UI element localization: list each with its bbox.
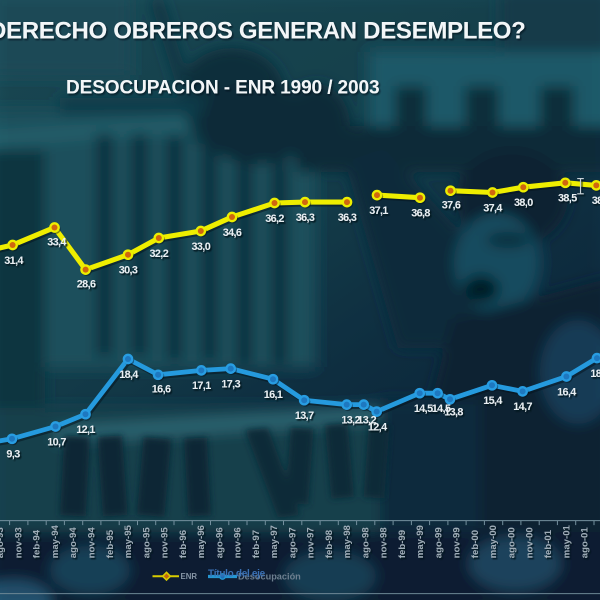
svg-text:13,7: 13,7 bbox=[295, 410, 314, 422]
svg-text:nov-96: nov-96 bbox=[233, 527, 244, 558]
svg-text:feb-94: feb-94 bbox=[32, 529, 43, 558]
svg-text:38,: 38, bbox=[592, 195, 600, 207]
svg-text:may-94: may-94 bbox=[50, 524, 61, 558]
svg-text:32,2: 32,2 bbox=[149, 248, 168, 260]
svg-text:Desocupación: Desocupación bbox=[238, 572, 301, 582]
svg-text:13,8: 13,8 bbox=[444, 407, 463, 419]
svg-text:Título del eje: Título del eje bbox=[208, 568, 266, 579]
svg-text:feb-00: feb-00 bbox=[470, 530, 481, 558]
svg-text:may-96: may-96 bbox=[196, 525, 207, 558]
svg-text:38,5: 38,5 bbox=[558, 193, 577, 205]
svg-text:ago-00: ago-00 bbox=[507, 527, 518, 558]
svg-text:feb-01: feb-01 bbox=[543, 529, 554, 558]
svg-text:ago-99: ago-99 bbox=[433, 527, 444, 558]
svg-text:31,4: 31,4 bbox=[4, 255, 23, 267]
svg-text:may-00: may-00 bbox=[488, 525, 499, 558]
svg-text:may-01: may-01 bbox=[561, 524, 572, 558]
svg-text:28,6: 28,6 bbox=[77, 278, 96, 290]
svg-text:12,4: 12,4 bbox=[368, 421, 387, 433]
svg-text:17,3: 17,3 bbox=[221, 378, 240, 390]
svg-text:30,3: 30,3 bbox=[119, 265, 138, 277]
svg-text:17,1: 17,1 bbox=[192, 380, 211, 392]
svg-text:nov-97: nov-97 bbox=[306, 527, 317, 558]
svg-text:may-97: may-97 bbox=[269, 525, 280, 558]
svg-text:18,: 18, bbox=[590, 368, 600, 380]
svg-text:nov-98: nov-98 bbox=[379, 527, 390, 559]
svg-text:33,4: 33,4 bbox=[47, 236, 66, 248]
svg-text:feb-95: feb-95 bbox=[105, 529, 116, 558]
svg-text:36,2: 36,2 bbox=[265, 213, 284, 225]
svg-text:nov-99: nov-99 bbox=[452, 527, 463, 558]
svg-text:9,3: 9,3 bbox=[6, 449, 20, 461]
svg-text:ago-97: ago-97 bbox=[287, 527, 298, 558]
svg-text:36,8: 36,8 bbox=[411, 208, 430, 220]
svg-text:14,5: 14,5 bbox=[432, 403, 451, 415]
svg-text:nov-94: nov-94 bbox=[87, 527, 98, 559]
svg-text:DESOCUPACION - ENR 1990 / 2003: DESOCUPACION - ENR 1990 / 2003 bbox=[66, 78, 379, 99]
svg-text:ago-93: ago-93 bbox=[0, 527, 6, 558]
svg-text:37,1: 37,1 bbox=[369, 205, 388, 217]
svg-text:DERECHO OBREROS GENERAN DESEMP: DERECHO OBREROS GENERAN DESEMPLEO? bbox=[0, 18, 526, 45]
svg-text:feb-98: feb-98 bbox=[324, 529, 335, 558]
svg-text:may-98: may-98 bbox=[342, 524, 353, 558]
svg-text:36,3: 36,3 bbox=[296, 212, 315, 224]
svg-text:13,2: 13,2 bbox=[357, 414, 376, 426]
svg-text:37,6: 37,6 bbox=[442, 200, 461, 212]
svg-text:38,0: 38,0 bbox=[514, 197, 533, 209]
svg-text:ago-01: ago-01 bbox=[580, 527, 591, 559]
svg-text:33,0: 33,0 bbox=[191, 241, 210, 253]
svg-text:16,6: 16,6 bbox=[152, 384, 171, 396]
svg-text:ENR: ENR bbox=[181, 572, 198, 581]
svg-text:36,3: 36,3 bbox=[338, 212, 357, 224]
svg-text:feb-97: feb-97 bbox=[251, 530, 262, 558]
svg-text:ago-98: ago-98 bbox=[360, 527, 371, 559]
svg-text:10,7: 10,7 bbox=[47, 436, 66, 448]
svg-text:may-95: may-95 bbox=[123, 524, 134, 558]
svg-text:nov-95: nov-95 bbox=[160, 527, 171, 559]
svg-text:37,4: 37,4 bbox=[483, 202, 502, 214]
svg-text:16,1: 16,1 bbox=[264, 389, 283, 401]
svg-text:ago-95: ago-95 bbox=[141, 527, 152, 559]
svg-text:ago-94: ago-94 bbox=[68, 527, 79, 559]
svg-text:14,5: 14,5 bbox=[414, 403, 433, 415]
svg-text:nov-00: nov-00 bbox=[525, 527, 536, 558]
svg-text:13,2: 13,2 bbox=[341, 414, 360, 426]
svg-text:14,7: 14,7 bbox=[513, 401, 532, 413]
svg-text:16,4: 16,4 bbox=[557, 386, 576, 398]
svg-text:15,4: 15,4 bbox=[483, 395, 502, 407]
svg-text:12,1: 12,1 bbox=[76, 424, 95, 436]
svg-text:18,4: 18,4 bbox=[119, 369, 138, 381]
svg-text:34,6: 34,6 bbox=[223, 227, 242, 239]
svg-text:nov-93: nov-93 bbox=[14, 527, 25, 558]
svg-text:may-99: may-99 bbox=[415, 525, 426, 558]
svg-text:feb-99: feb-99 bbox=[397, 530, 408, 558]
svg-text:feb-96: feb-96 bbox=[178, 530, 189, 558]
svg-text:ago-96: ago-96 bbox=[214, 527, 225, 558]
